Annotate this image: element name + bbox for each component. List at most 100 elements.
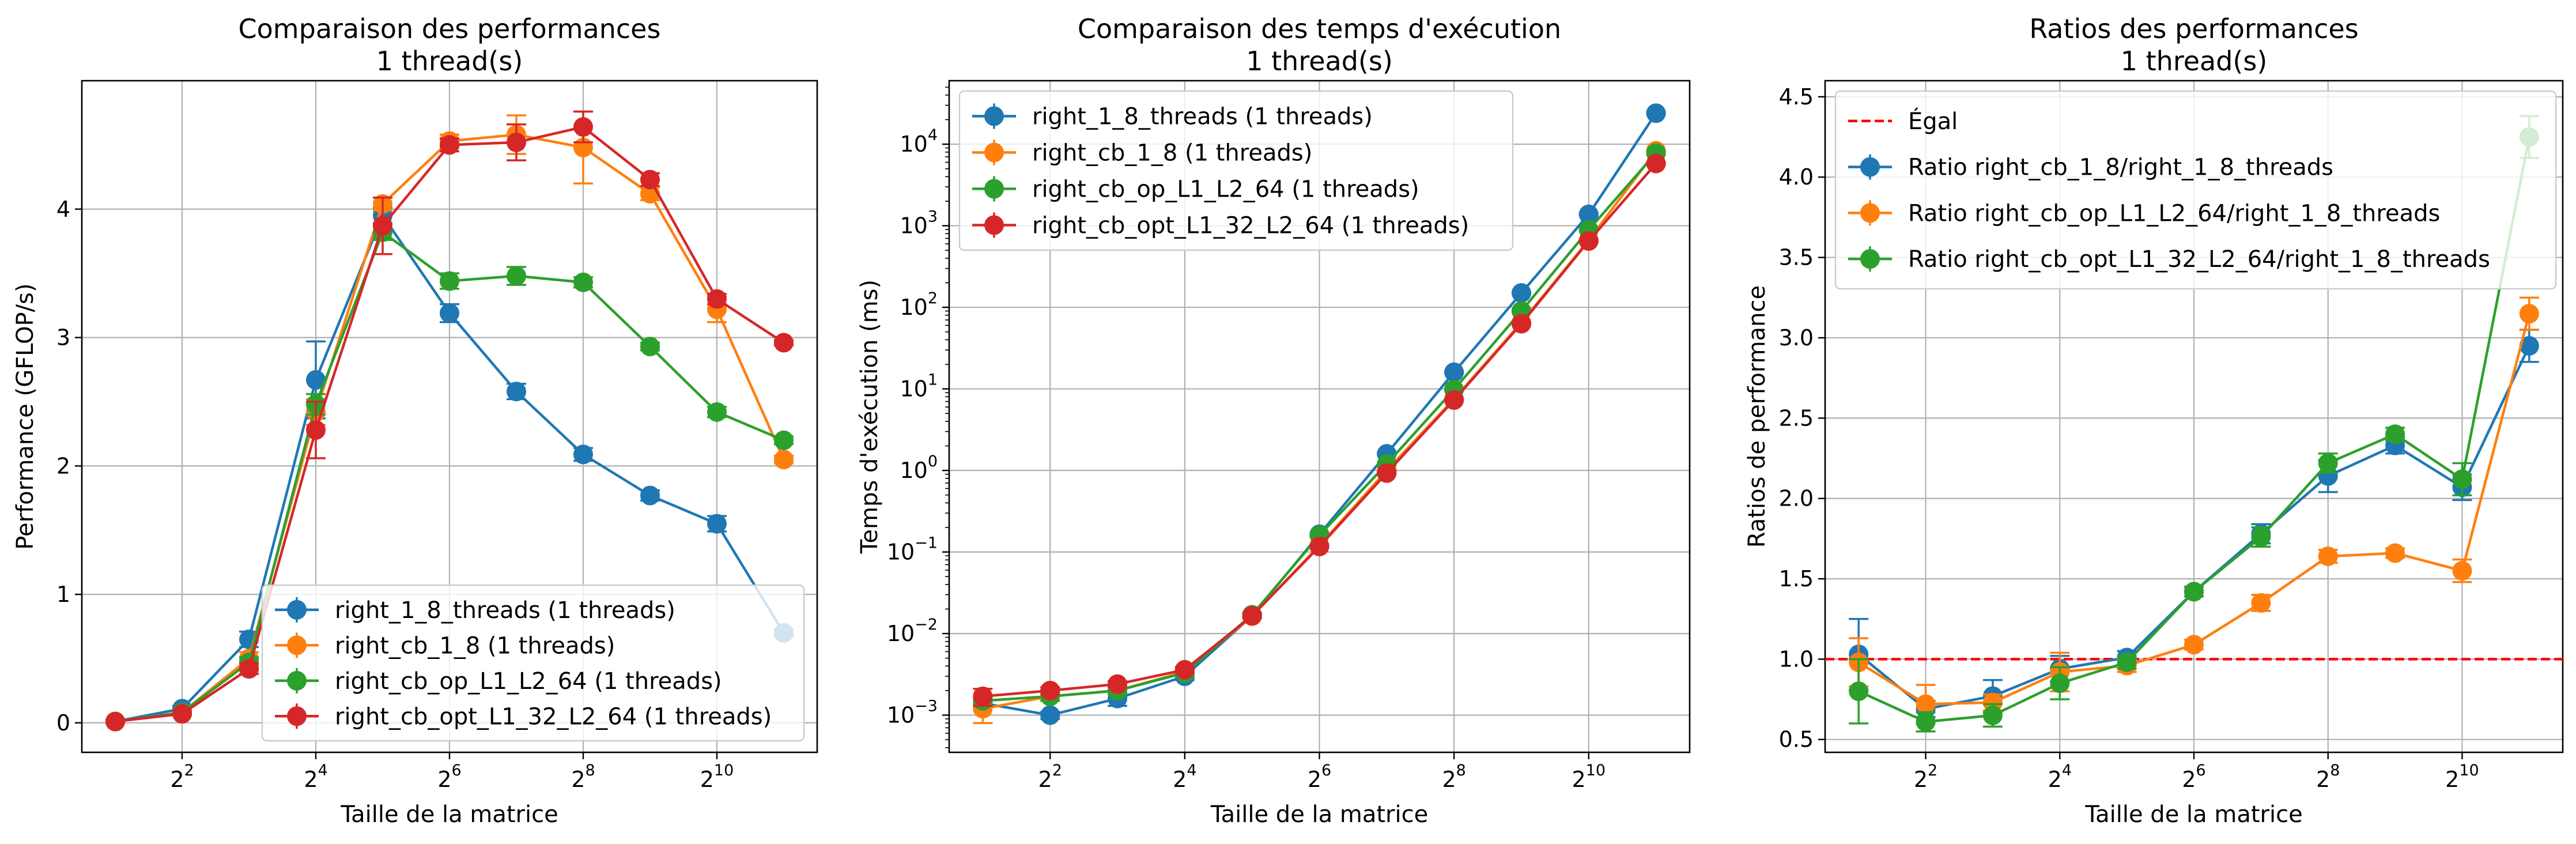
legend-label: right_cb_opt_L1_32_L2_64 (1 threads) bbox=[335, 703, 772, 730]
data-point bbox=[1511, 314, 1531, 334]
data-point bbox=[440, 303, 459, 323]
data-point bbox=[774, 450, 794, 470]
data-point bbox=[1646, 103, 1666, 123]
data-point bbox=[1174, 660, 1195, 680]
x-tick-label: 22 bbox=[170, 762, 194, 792]
legend-item: right_cb_opt_L1_32_L2_64 (1 threads) bbox=[972, 212, 1469, 239]
data-point bbox=[1916, 694, 1936, 714]
y-tick-label: 4.5 bbox=[1779, 84, 1814, 110]
series-4 bbox=[973, 153, 1666, 707]
x-tick-label: 26 bbox=[1308, 762, 1331, 792]
data-point bbox=[1040, 680, 1060, 700]
legend-item: Égal bbox=[1848, 107, 1958, 135]
legend: right_1_8_threads (1 threads) right_cb_1_… bbox=[261, 584, 805, 742]
data-point bbox=[1108, 674, 1128, 694]
legend-marker bbox=[984, 179, 1004, 199]
chart-panel-1: 22 24 26 28 210 0 1 2 3 4 Comparaison des performa… bbox=[12, 13, 818, 828]
data-point bbox=[1242, 606, 1262, 626]
legend-label: right_cb_op_L1_L2_64 (1 threads) bbox=[335, 668, 722, 695]
data-point bbox=[440, 135, 459, 155]
x-axis-label: Taille de la matrice bbox=[1210, 801, 1428, 828]
y-tick-label: 2 bbox=[56, 453, 70, 478]
y-axis-label: Ratios de performance bbox=[1744, 285, 1770, 548]
data-point bbox=[507, 266, 526, 286]
data-point bbox=[2519, 304, 2539, 324]
legend-label: right_cb_op_L1_L2_64 (1 threads) bbox=[1032, 176, 1419, 203]
x-tick-label: 28 bbox=[571, 762, 595, 792]
data-point bbox=[440, 271, 459, 291]
chart-title: Comparaison des temps d'exécution bbox=[1078, 13, 1561, 44]
data-point bbox=[774, 333, 794, 353]
legend-item: right_1_8_threads (1 threads) bbox=[275, 597, 675, 624]
data-point bbox=[707, 402, 727, 422]
x-axis-label: Taille de la matrice bbox=[340, 801, 558, 828]
y-tick-label: 103 bbox=[900, 208, 938, 239]
data-point bbox=[707, 514, 727, 534]
series-4 bbox=[105, 110, 794, 732]
x-tick-label: 22 bbox=[1914, 762, 1937, 792]
legend-label: right_cb_1_8 (1 threads) bbox=[1032, 140, 1312, 167]
legend-item: Ratio right_cb_opt_L1_32_L2_64/right_1_8… bbox=[1848, 246, 2490, 273]
x-tick-label: 26 bbox=[437, 762, 461, 792]
legend-marker bbox=[287, 706, 307, 726]
legend-label: right_1_8_threads (1 threads) bbox=[1032, 104, 1373, 130]
chart-subtitle: 1 thread(s) bbox=[2121, 46, 2268, 77]
data-point bbox=[707, 289, 727, 309]
y-tick-label: 0.5 bbox=[1779, 727, 1814, 752]
legend-marker bbox=[1860, 249, 1880, 269]
x-tick-label: 26 bbox=[2182, 762, 2205, 792]
chart-subtitle: 1 thread(s) bbox=[376, 46, 523, 77]
legend-marker bbox=[287, 600, 307, 620]
data-point bbox=[1578, 204, 1599, 224]
data-point bbox=[2251, 527, 2271, 547]
legend-marker bbox=[287, 670, 307, 691]
legend-item: right_cb_1_8 (1 threads) bbox=[972, 140, 1312, 167]
legend-item: right_1_8_threads (1 threads) bbox=[972, 103, 1373, 130]
data-point bbox=[1309, 536, 1329, 556]
legend-box bbox=[1834, 90, 2557, 290]
x-tick-label: 28 bbox=[1442, 762, 1465, 792]
y-tick-label: 1.5 bbox=[1779, 566, 1814, 591]
y-axis-label: Temps d'exécution (ms) bbox=[856, 280, 883, 554]
y-tick-label: 0 bbox=[56, 710, 70, 736]
y-tick-label: 10−2 bbox=[887, 616, 938, 646]
legend-item: right_cb_op_L1_L2_64 (1 threads) bbox=[275, 668, 722, 695]
legend-item: Ratio right_cb_op_L1_L2_64/right_1_8_thr… bbox=[1848, 200, 2440, 227]
data-point bbox=[2050, 673, 2070, 694]
data-point bbox=[2385, 543, 2405, 563]
x-tick-label: 22 bbox=[1038, 762, 1062, 792]
x-tick-label: 24 bbox=[1173, 762, 1196, 792]
data-point bbox=[1982, 705, 2003, 725]
y-axis-label: Performance (GFLOP/s) bbox=[12, 283, 39, 549]
data-point bbox=[2318, 453, 2338, 473]
legend-marker bbox=[984, 142, 1004, 163]
y-tick-label: 2.5 bbox=[1779, 405, 1814, 431]
data-point bbox=[1511, 283, 1531, 303]
y-tick-label: 3 bbox=[56, 325, 70, 351]
y-tick-label: 3.5 bbox=[1779, 245, 1814, 270]
legend-label: Égal bbox=[1908, 107, 1958, 135]
legend-marker bbox=[984, 106, 1004, 126]
data-point bbox=[1916, 712, 1936, 732]
legend-item: right_cb_opt_L1_32_L2_64 (1 threads) bbox=[275, 703, 772, 730]
data-point bbox=[2184, 582, 2204, 602]
legend-box bbox=[958, 90, 1514, 251]
y-tick-label: 2.0 bbox=[1779, 486, 1814, 511]
legend-marker bbox=[287, 635, 307, 655]
x-tick-label: 28 bbox=[2316, 762, 2340, 792]
legend-item: Ratio right_cb_1_8/right_1_8_threads bbox=[1848, 154, 2333, 181]
data-point bbox=[640, 337, 660, 357]
x-tick-label: 210 bbox=[700, 762, 734, 792]
y-tick-label: 101 bbox=[900, 371, 938, 402]
data-point bbox=[1377, 463, 1397, 483]
data-point bbox=[306, 420, 326, 440]
series-3 bbox=[1849, 115, 2539, 733]
data-point bbox=[1444, 390, 1464, 410]
data-point bbox=[2117, 652, 2137, 672]
data-point bbox=[640, 485, 660, 506]
chart-title: Ratios des performances bbox=[2029, 13, 2358, 44]
data-point bbox=[1578, 231, 1599, 251]
chart-subtitle: 1 thread(s) bbox=[1246, 46, 1393, 77]
data-point bbox=[1646, 153, 1666, 174]
